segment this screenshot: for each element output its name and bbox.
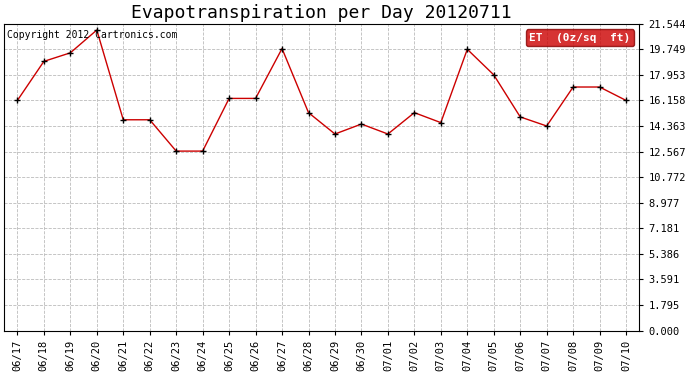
Text: Copyright 2012 Cartronics.com: Copyright 2012 Cartronics.com bbox=[8, 30, 178, 40]
Legend: ET  (0z/sq  ft): ET (0z/sq ft) bbox=[526, 29, 633, 46]
Title: Evapotranspiration per Day 20120711: Evapotranspiration per Day 20120711 bbox=[131, 4, 512, 22]
